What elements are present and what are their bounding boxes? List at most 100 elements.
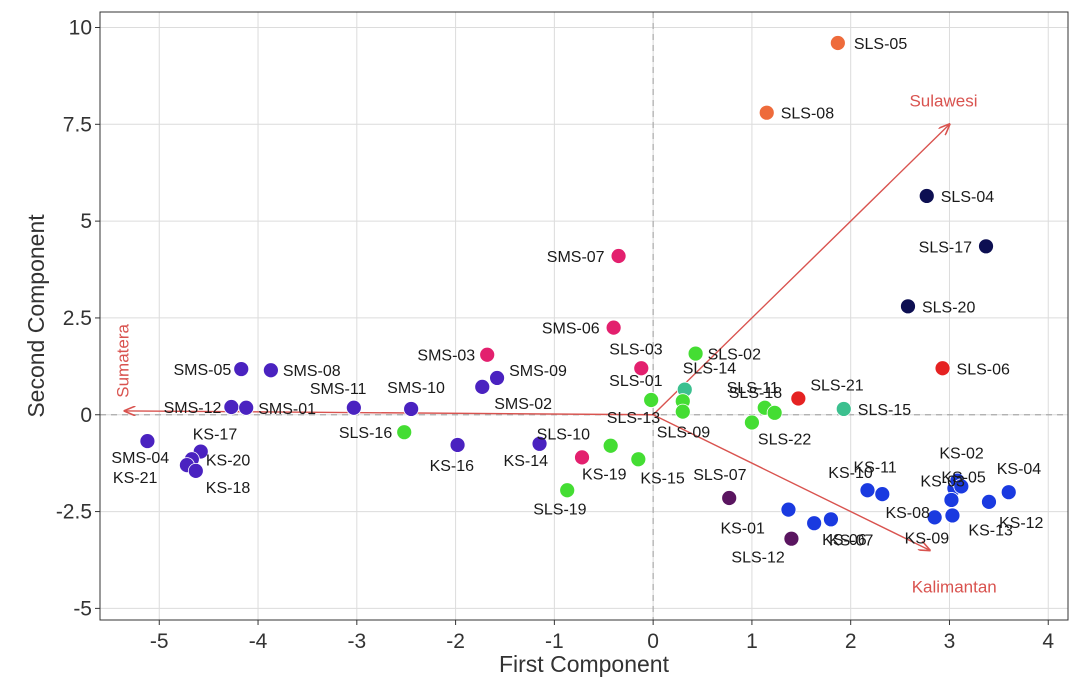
- point-sms-03: [479, 346, 496, 363]
- point-ks-15: [630, 451, 647, 468]
- point-label-sls-11: SLS-11: [727, 380, 779, 397]
- point-label-sms-04: SMS-04: [111, 450, 169, 467]
- point-sms-01: [238, 399, 255, 416]
- point-sls-01: [643, 392, 660, 408]
- point-sls-05: [829, 35, 846, 51]
- point-label-sms-11: SMS-11: [310, 381, 367, 398]
- point-label-ks-15: KS-15: [640, 470, 685, 487]
- point-label-sls-05: SLS-05: [854, 36, 907, 53]
- point-sms-06: [605, 319, 622, 336]
- vector-sumatera: [125, 411, 654, 415]
- point-label-ks-20: KS-20: [206, 452, 251, 469]
- point-label-sms-08: SMS-08: [283, 363, 341, 380]
- point-label-ks-14: KS-14: [504, 453, 549, 470]
- point-sms-10: [403, 401, 420, 417]
- point-label-sms-01: SMS-01: [258, 401, 316, 418]
- point-label-ks-04: KS-04: [997, 461, 1042, 478]
- point-label-ks-06: KS-06: [822, 532, 867, 549]
- point-label-ks-02: KS-02: [939, 446, 984, 463]
- point-ks-08: [943, 492, 960, 508]
- point-sms-08: [262, 362, 279, 379]
- point-label-sms-09: SMS-09: [509, 363, 567, 380]
- y-tick-label: 0: [80, 404, 92, 427]
- point-label-sls-15: SLS-15: [858, 402, 911, 419]
- point-sms-05: [233, 361, 250, 377]
- x-axis-title: First Component: [499, 651, 670, 677]
- point-label-sls-22: SLS-22: [758, 431, 811, 448]
- point-label-sls-17: SLS-17: [919, 239, 972, 256]
- x-tick-label: 2: [845, 630, 857, 653]
- point-ks-10: [874, 486, 891, 503]
- point-sms-04: [139, 433, 156, 449]
- y-tick-label: -5: [73, 597, 92, 620]
- point-label-sls-03: SLS-03: [609, 341, 662, 358]
- point-sls-15: [835, 401, 852, 417]
- point-ks-12: [981, 493, 997, 510]
- grid: [100, 12, 1068, 620]
- y-tick-label: 10: [69, 16, 92, 39]
- data-points: [139, 35, 1017, 547]
- point-ks-14: [531, 435, 548, 452]
- point-ks-06: [806, 515, 823, 532]
- point-label-ks-10: KS-10: [828, 465, 873, 482]
- x-tick-label: -4: [249, 630, 268, 653]
- point-sls-16: [396, 424, 413, 441]
- vector-kalimantan: [652, 414, 930, 551]
- point-sls-04: [918, 188, 935, 204]
- point-label-sls-16: SLS-16: [339, 425, 392, 442]
- point-sls-19: [559, 482, 576, 499]
- y-axis-title: Second Component: [23, 214, 49, 418]
- x-tick-label: 4: [1042, 630, 1054, 653]
- point-label-sls-09: SLS-09: [657, 425, 710, 442]
- point-label-ks-08: KS-08: [885, 505, 930, 522]
- point-label-sls-06: SLS-06: [957, 361, 1010, 378]
- point-ks-11: [859, 482, 876, 499]
- point-label-sls-10: SLS-10: [537, 427, 590, 444]
- y-tick-label: 5: [80, 210, 92, 233]
- point-label-sls-18: SLS-18: [729, 385, 782, 402]
- point-label-ks-03: KS-03: [920, 473, 965, 490]
- point-label-sls-07: SLS-07: [693, 467, 746, 484]
- point-label-sls-01: SLS-01: [609, 373, 662, 390]
- point-label-sls-12: SLS-12: [731, 550, 784, 567]
- point-label-ks-07: KS-07: [829, 532, 874, 549]
- x-tick-label: 1: [746, 630, 758, 653]
- point-sls-12: [783, 530, 800, 547]
- point-label-sms-03: SMS-03: [417, 348, 475, 365]
- point-sls-07: [721, 490, 738, 506]
- point-label-sls-02: SLS-02: [708, 347, 761, 364]
- point-sms-09: [489, 370, 505, 386]
- x-tick-label: -5: [150, 630, 169, 653]
- point-ks-13: [944, 507, 961, 524]
- point-label-ks-12: KS-12: [999, 515, 1044, 532]
- point-label-sms-02: SMS-02: [494, 396, 552, 413]
- point-label-ks-17: KS-17: [193, 427, 238, 444]
- point-sls-08: [758, 104, 775, 121]
- x-tick-label: 0: [647, 630, 659, 653]
- point-sls-20: [900, 298, 916, 315]
- point-label-sls-21: SLS-21: [810, 377, 863, 394]
- vector-label-sumatera: Sumatera: [114, 323, 133, 397]
- point-label-sls-19: SLS-19: [533, 501, 586, 518]
- point-label-ks-09: KS-09: [905, 530, 950, 547]
- point-labels: SLS-05 SLS-08 SLS-04 SLS-17 SLS-20 SLS-06 SLS-…: [111, 36, 1043, 567]
- point-label-sls-04: SLS-04: [941, 189, 994, 206]
- point-sls-10: [602, 437, 619, 454]
- point-sls-02: [687, 345, 704, 362]
- axis-ticks: -5 -4 -3 -2 -1 0 1 2 3 4 -5 -2.5 0 2.5 5 7.5 10: [56, 16, 1055, 653]
- point-sls-06: [934, 360, 951, 377]
- point-ks-19: [574, 449, 590, 466]
- point-label-ks-05: KS-05: [941, 469, 986, 486]
- point-label-sms-07: SMS-07: [547, 249, 605, 266]
- point-label-sms-06: SMS-06: [542, 321, 600, 338]
- point-label-ks-13: KS-13: [968, 522, 1013, 539]
- point-label-sls-13: SLS-13: [607, 410, 660, 427]
- vector-label-sulawesi: Sulawesi: [909, 91, 977, 110]
- point-label-ks-11: KS-11: [853, 459, 896, 476]
- y-tick-label: 7.5: [63, 113, 92, 136]
- point-label-sls-08: SLS-08: [781, 106, 834, 123]
- point-sms-07: [610, 248, 627, 264]
- point-sms-02: [474, 378, 491, 395]
